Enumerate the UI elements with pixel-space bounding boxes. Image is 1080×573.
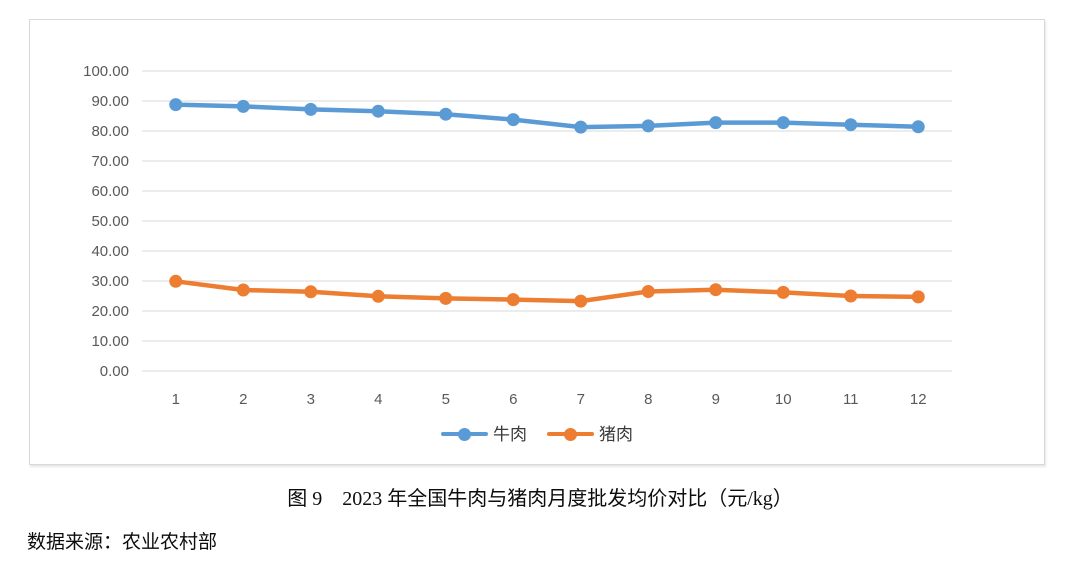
svg-text:5: 5 bbox=[442, 391, 450, 408]
pork-series-marker-icon bbox=[547, 427, 594, 441]
figure-caption: 图 9 2023 年全国牛肉与猪肉月度批发均价对比（元/kg） bbox=[287, 488, 793, 510]
svg-text:70.00: 70.00 bbox=[91, 153, 129, 170]
svg-text:90.00: 90.00 bbox=[91, 93, 129, 110]
svg-text:60.00: 60.00 bbox=[91, 183, 129, 200]
line-chart: 0.00 10.00 20.00 30.00 40.00 50.00 60.00 70.00 8… bbox=[83, 63, 952, 408]
svg-text:11: 11 bbox=[843, 391, 859, 408]
svg-text:3: 3 bbox=[307, 391, 315, 408]
svg-text:9: 9 bbox=[712, 391, 720, 408]
svg-text:4: 4 bbox=[374, 391, 382, 408]
beef-series-marker-icon bbox=[441, 427, 488, 441]
legend-item-beef: 牛肉 bbox=[441, 426, 527, 443]
svg-text:7: 7 bbox=[577, 391, 585, 408]
svg-text:100.00: 100.00 bbox=[83, 63, 129, 80]
svg-text:10.00: 10.00 bbox=[91, 333, 129, 350]
legend-label-pork: 猪肉 bbox=[599, 424, 633, 444]
svg-text:50.00: 50.00 bbox=[91, 213, 129, 230]
svg-text:80.00: 80.00 bbox=[91, 123, 129, 140]
legend-label-beef: 牛肉 bbox=[493, 424, 527, 444]
svg-text:20.00: 20.00 bbox=[91, 303, 129, 320]
svg-text:10: 10 bbox=[775, 391, 792, 408]
svg-text:6: 6 bbox=[509, 391, 517, 408]
svg-text:8: 8 bbox=[644, 391, 652, 408]
chart-frame: 0.00 10.00 20.00 30.00 40.00 50.00 60.00 70.00 8… bbox=[29, 19, 1045, 465]
svg-text:12: 12 bbox=[910, 391, 927, 408]
svg-text:1: 1 bbox=[172, 391, 180, 408]
data-source-note: 数据来源：农业农村部 bbox=[27, 532, 218, 553]
svg-text:0.00: 0.00 bbox=[100, 363, 129, 380]
svg-text:2: 2 bbox=[239, 391, 247, 408]
svg-text:30.00: 30.00 bbox=[91, 273, 129, 290]
chart-legend: 牛肉 猪肉 bbox=[30, 421, 1044, 447]
legend-item-pork: 猪肉 bbox=[547, 426, 633, 443]
svg-text:40.00: 40.00 bbox=[91, 243, 129, 260]
